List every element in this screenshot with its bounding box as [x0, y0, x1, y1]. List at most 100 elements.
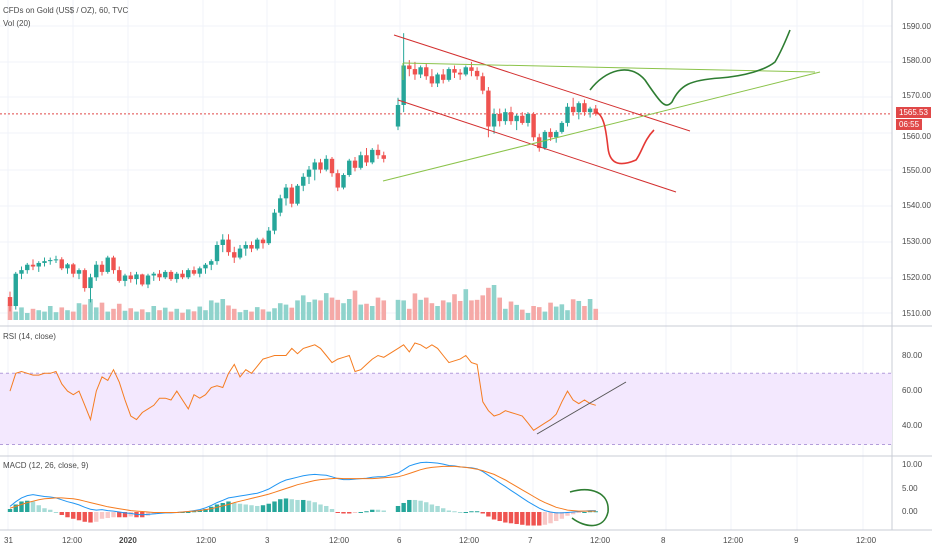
macd-histogram-bar [278, 499, 283, 512]
volume-bar [116, 303, 122, 320]
candle-body [82, 270, 87, 289]
volume-bar [283, 304, 289, 320]
macd-histogram-bar [76, 512, 82, 521]
macd-tick: 5.00 [902, 484, 918, 493]
price-tick: 1550.00 [902, 166, 931, 175]
volume-bar [497, 297, 502, 320]
rsi-tick: 40.00 [902, 421, 923, 430]
candle-body [441, 74, 446, 80]
macd-histogram-bar [446, 510, 452, 512]
volume-bar [576, 300, 582, 320]
macd-histogram-bar [71, 512, 76, 519]
volume-bar [295, 300, 300, 320]
candle-body [128, 275, 133, 280]
candle-body [232, 252, 237, 258]
candle-body [306, 169, 312, 177]
volume-bar [300, 295, 306, 320]
candle-body [520, 115, 525, 123]
candle-body [514, 115, 519, 122]
candle-body [42, 261, 47, 263]
candle-body [266, 230, 271, 244]
macd-line [9, 461, 596, 516]
macd-histogram-bar [237, 503, 243, 512]
macd-histogram-bar [554, 512, 559, 522]
macd-histogram-bar [531, 512, 536, 526]
macd-histogram-bar [570, 512, 576, 515]
last-price-badge: 1565.53 [896, 107, 931, 118]
volume-bar [514, 304, 519, 320]
candle-body [370, 149, 375, 163]
volume-bar [53, 312, 59, 320]
channel-upper-line [393, 34, 691, 132]
macd-histogram-bar [565, 512, 570, 516]
macd-histogram-bar [514, 512, 519, 525]
volume-bar [565, 310, 570, 320]
volume-bar [508, 301, 514, 320]
volume-bar [289, 307, 295, 320]
volume-bar [254, 307, 260, 320]
volume-bar [82, 304, 88, 320]
volume-bar [553, 306, 559, 320]
candle-body [122, 275, 128, 281]
candle-body [576, 103, 581, 113]
candle-body [554, 131, 559, 138]
macd-histogram-bar [232, 502, 237, 512]
macd-histogram-bar [203, 508, 208, 512]
candle-body [457, 72, 463, 75]
candle-body [94, 264, 99, 278]
macd-histogram-bar [145, 512, 151, 516]
macd-histogram-bar [491, 512, 497, 520]
macd-histogram-bar [301, 499, 306, 512]
candle-body [358, 155, 363, 168]
candle-body [99, 264, 105, 272]
time-tick: 2020 [119, 536, 137, 545]
candle-body [174, 273, 179, 280]
volume-bar [185, 309, 191, 320]
macd-histogram-bar [151, 512, 156, 515]
candle-body [497, 113, 502, 122]
volume-bar [335, 299, 341, 320]
macd-histogram-bar [295, 499, 300, 512]
rsi-trendline [536, 381, 627, 435]
candle-body [587, 108, 593, 113]
candle-body [570, 106, 576, 113]
channel-lower-line [397, 99, 677, 193]
candle-body [407, 65, 412, 70]
rsi-tick: 60.00 [902, 386, 923, 395]
volume-bar [65, 310, 70, 320]
volume-bar [452, 294, 457, 320]
time-tick: 9 [794, 536, 799, 545]
volume-bar [358, 304, 364, 320]
macd-histogram-bar [128, 512, 133, 517]
macd-histogram-bar [48, 509, 53, 512]
volume-bar [243, 309, 249, 320]
volume-bar [139, 309, 145, 320]
macd-histogram-bar [266, 503, 271, 512]
candle-body [318, 162, 323, 170]
macd-histogram-bar [220, 502, 225, 512]
time-tick: 12:00 [590, 536, 611, 545]
candle-body [548, 131, 553, 138]
candle-body [19, 270, 24, 274]
macd-histogram-bar [25, 500, 30, 512]
candle-body [145, 275, 151, 285]
candle-body [347, 160, 352, 175]
macd-histogram-bar [94, 512, 99, 522]
time-tick: 8 [661, 536, 666, 545]
volume-bar [306, 302, 312, 320]
volume-bar [593, 308, 599, 320]
macd-histogram-bar [105, 512, 110, 519]
macd-histogram-bar [197, 510, 202, 512]
volume-bar [70, 311, 76, 320]
rsi-band [0, 373, 892, 445]
macd-histogram-bar [525, 512, 531, 526]
macd-histogram-bar [593, 511, 598, 513]
candle-body [180, 273, 185, 278]
candle-body [209, 261, 214, 265]
volume-bar [369, 306, 375, 320]
volume-bar [525, 313, 531, 320]
macd-histogram-bar [111, 512, 116, 518]
volume-bar [429, 303, 435, 320]
